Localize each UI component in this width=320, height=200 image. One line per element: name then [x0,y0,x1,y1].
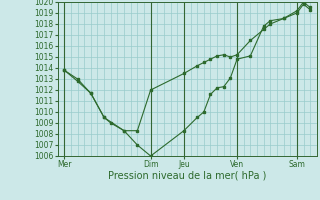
X-axis label: Pression niveau de la mer( hPa ): Pression niveau de la mer( hPa ) [108,171,266,181]
